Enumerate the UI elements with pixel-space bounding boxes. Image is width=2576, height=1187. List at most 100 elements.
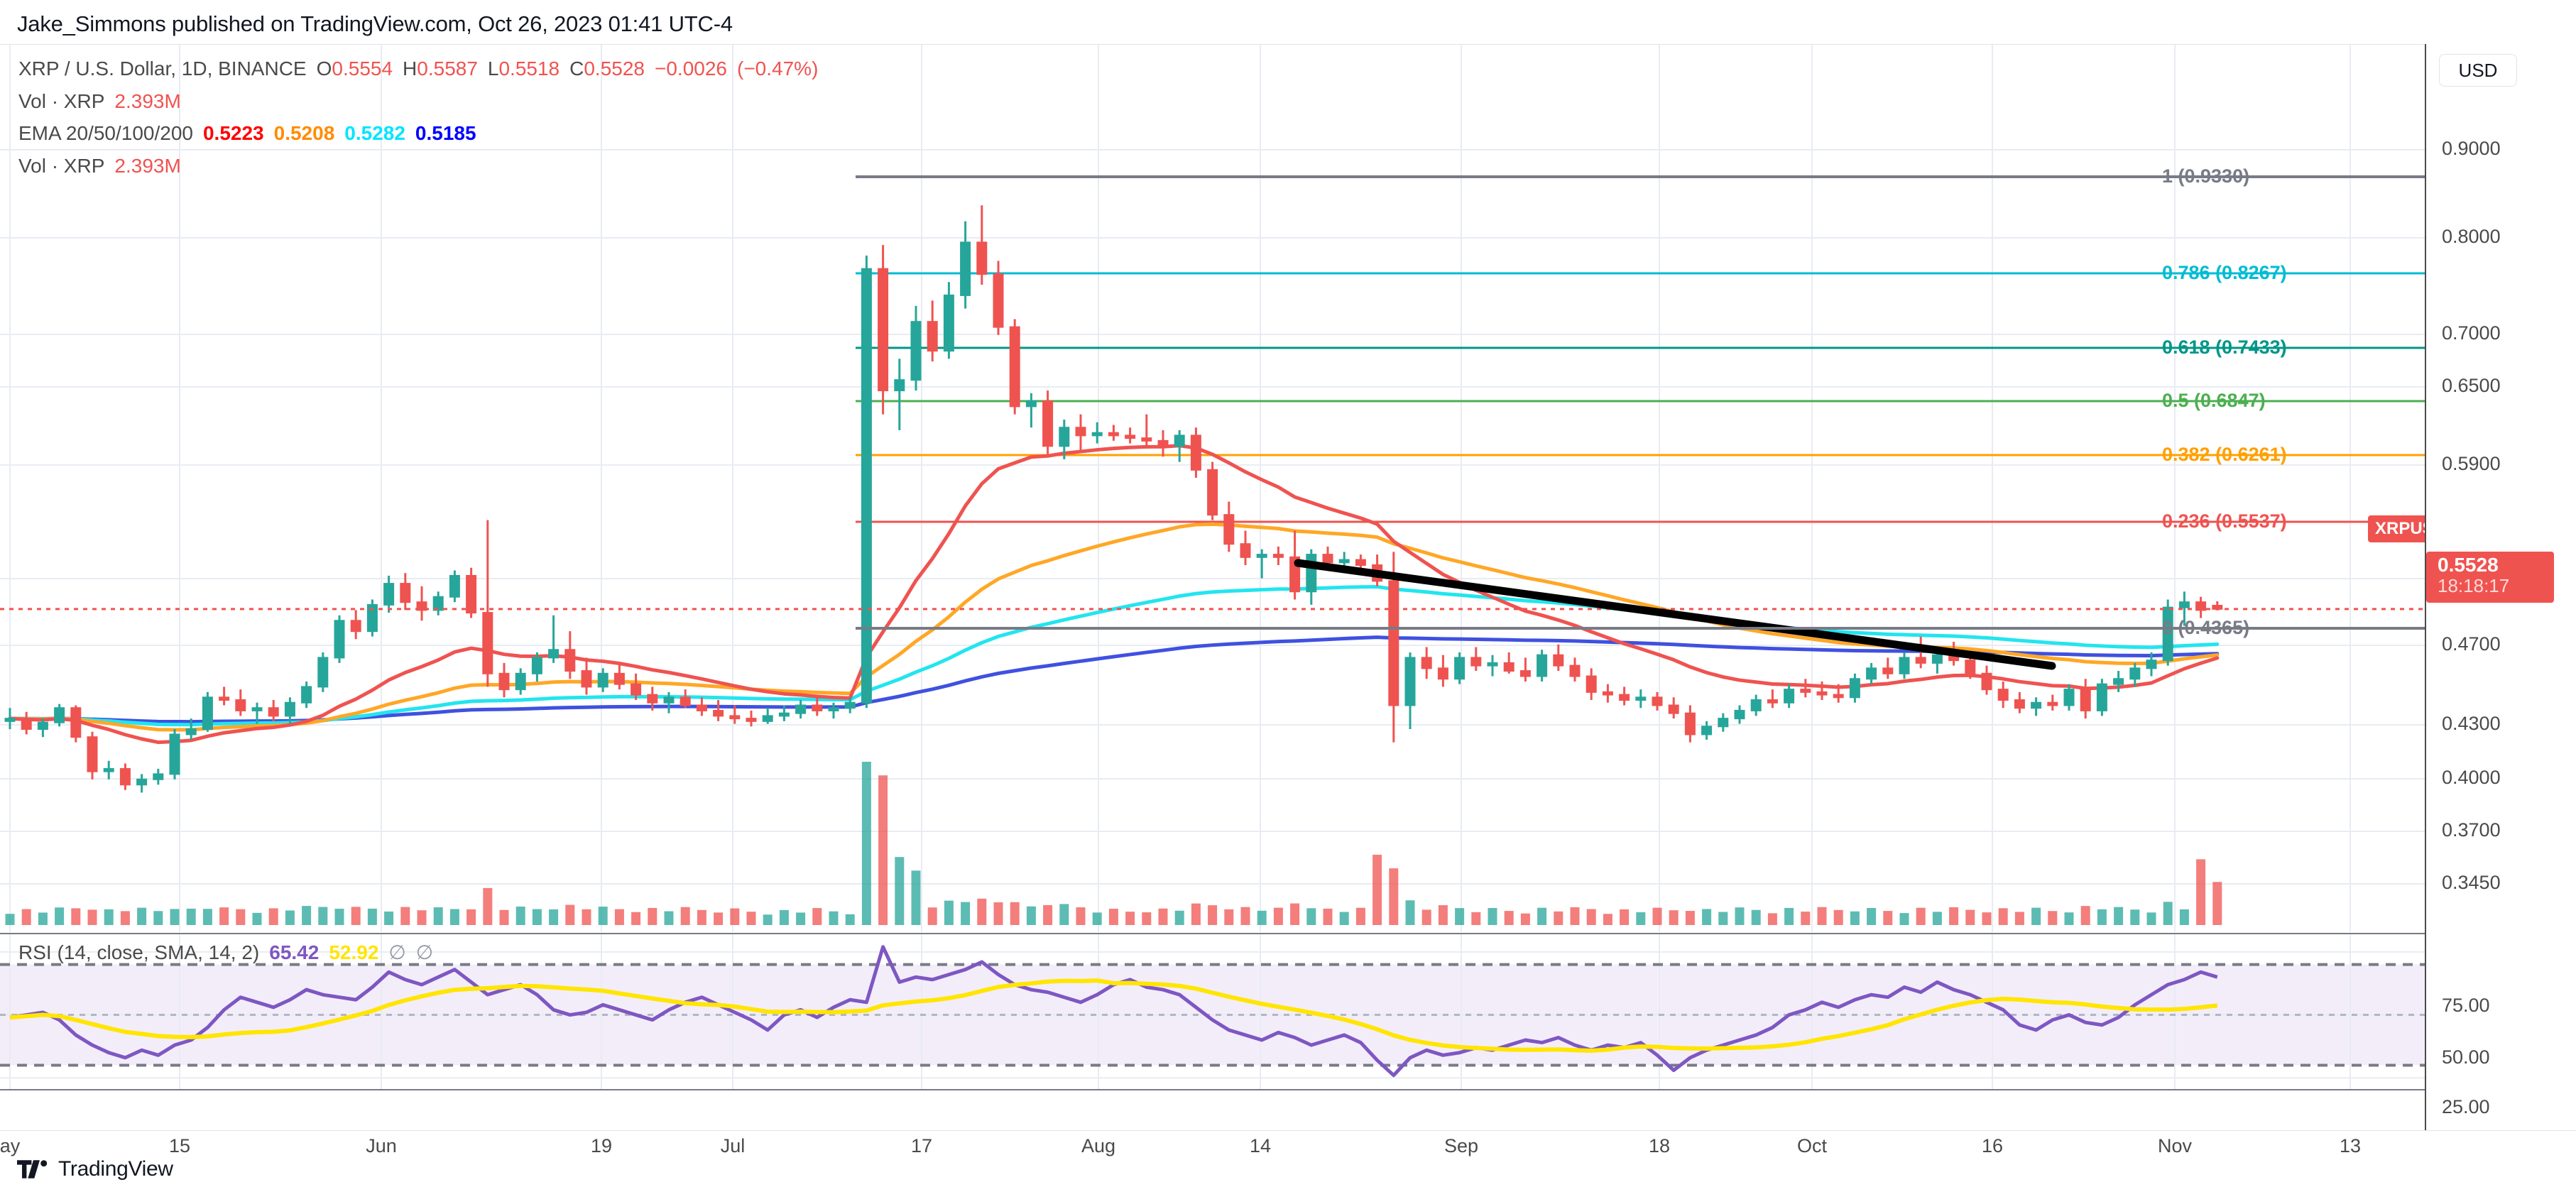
candle-body [1075, 427, 1086, 437]
fib-level-label: 1 (0.9330) [2162, 165, 2250, 187]
volume-bar [285, 910, 295, 925]
candle-body [1965, 660, 1976, 674]
change-absolute: −0.0026 [655, 58, 727, 80]
candle-body [268, 707, 279, 717]
ema-legend[interactable]: EMA 20/50/100/200 0.5223 0.5208 0.5282 0.518… [18, 122, 476, 145]
rsi-pane[interactable] [0, 934, 2425, 1090]
candle-body [432, 596, 444, 611]
candle-body [1338, 559, 1350, 564]
currency-badge[interactable]: USD [2439, 54, 2517, 87]
open-label: O [316, 58, 332, 80]
ohlc-legend[interactable]: XRP / U.S. Dollar, 1D, BINANCE O0.5554 H0.… [18, 58, 818, 80]
volume-bar [664, 911, 674, 925]
rsi-empty-2: ∅ [415, 941, 434, 963]
time-axis-tick: 13 [2339, 1135, 2362, 1156]
volume-bar [927, 907, 937, 925]
volume-bar [1899, 913, 1909, 925]
volume-bar [697, 909, 706, 925]
volume-bar [1718, 912, 1728, 925]
volume-bar [2146, 912, 2156, 925]
volume-bar [614, 909, 624, 925]
volume-bar [2179, 909, 2189, 925]
volume-bar [1767, 913, 1777, 925]
volume-bar [1059, 904, 1069, 925]
volume-bar [1421, 909, 1431, 925]
volume-bar [38, 912, 48, 925]
volume-bar [318, 907, 328, 925]
candle-body [1059, 427, 1070, 447]
volume-bar [1339, 912, 1349, 925]
rsi-pane-separator [0, 1089, 2425, 1090]
candle-body [1734, 709, 1745, 720]
candle-body [960, 241, 971, 296]
volume-bar [1784, 907, 1794, 925]
volume-bar [1043, 904, 1053, 925]
rsi-sma-line [9, 978, 2218, 1053]
volume-bar [2031, 907, 2041, 925]
price-pane[interactable]: 1 (0.9330) 0.786 (0.8267) 0.618 (0.7433) 0.… [0, 45, 2425, 932]
volume-bar [1224, 909, 1234, 925]
candle-body [631, 683, 642, 696]
volume-bar [1191, 903, 1201, 925]
candle-body [87, 736, 98, 772]
candle-body [1750, 699, 1762, 711]
close-label: C [569, 58, 584, 80]
candle-body [1157, 439, 1169, 447]
price-axis[interactable]: USD 0.90000.80000.70000.65000.59000.5100… [2425, 44, 2576, 1130]
volume-bar [384, 911, 394, 925]
volume-bar [1702, 909, 1712, 925]
volume-bar [87, 909, 97, 925]
publisher-byline: Jake_Simmons published on TradingView.co… [17, 11, 733, 36]
volume-bar [829, 911, 839, 925]
candle-body [70, 707, 82, 738]
volume-bar [598, 907, 608, 925]
candle-body [1322, 554, 1333, 564]
volume-bar [202, 909, 212, 925]
candle-body [1519, 670, 1531, 677]
volume-bar [1965, 909, 1975, 925]
volume-bar [796, 912, 806, 925]
ema-100-line [8, 585, 2220, 727]
volume-bar [1833, 909, 1843, 925]
candle-body [1981, 672, 1992, 691]
candle-body [1652, 696, 1663, 706]
candle-body [2178, 601, 2190, 608]
volume-legend[interactable]: Vol · XRP 2.393M [18, 90, 181, 113]
volume-bar [1932, 912, 1942, 925]
candle-body [1404, 657, 1416, 706]
volume-bar [1471, 912, 1481, 925]
candle-body [1272, 554, 1284, 558]
candle-body [416, 601, 427, 611]
volume-bar [2064, 912, 2074, 925]
candle-body [2113, 678, 2124, 685]
candle-body [317, 657, 329, 688]
volume-bar [5, 914, 15, 925]
volume-bar [2114, 907, 2124, 925]
time-axis-tick: Aug [1081, 1135, 1116, 1156]
volume-bar [1076, 907, 1086, 925]
time-axis-tick: 15 [168, 1135, 191, 1156]
volume-bar [219, 907, 229, 925]
candle-body [2063, 689, 2075, 706]
volume-legend-secondary[interactable]: Vol · XRP 2.393M [18, 155, 181, 177]
candle-body [153, 773, 164, 780]
chart-frame[interactable]: 1 (0.9330) 0.786 (0.8267) 0.618 (0.7433) 0.… [0, 44, 2576, 1130]
volume-bar [895, 857, 905, 925]
symbol-title: XRP / U.S. Dollar, 1D, BINANCE [18, 58, 307, 80]
ema200-value: 0.5185 [415, 122, 476, 144]
volume-bar [137, 907, 147, 925]
candle-body [828, 707, 839, 711]
candle-body [103, 767, 114, 772]
candle-body [795, 704, 807, 714]
time-axis[interactable]: ay 15 Jun 19 Jul 17 Aug 14 Sep 18 Oct 16 Nov 13 [0, 1130, 2576, 1161]
rsi-empty-1: ∅ [388, 941, 406, 963]
volume-bar [1010, 902, 1020, 925]
volume-bar [1389, 868, 1399, 925]
candle-body [1388, 580, 1399, 706]
rsi-legend[interactable]: RSI (14, close, SMA, 14, 2) 65.42 52.92 ∅ ∅ [18, 941, 433, 964]
volume-bar [1372, 854, 1382, 925]
candle-body [4, 718, 16, 722]
candle-body [1108, 432, 1119, 437]
volume-bar [1537, 907, 1547, 925]
volume-bar [631, 912, 641, 925]
